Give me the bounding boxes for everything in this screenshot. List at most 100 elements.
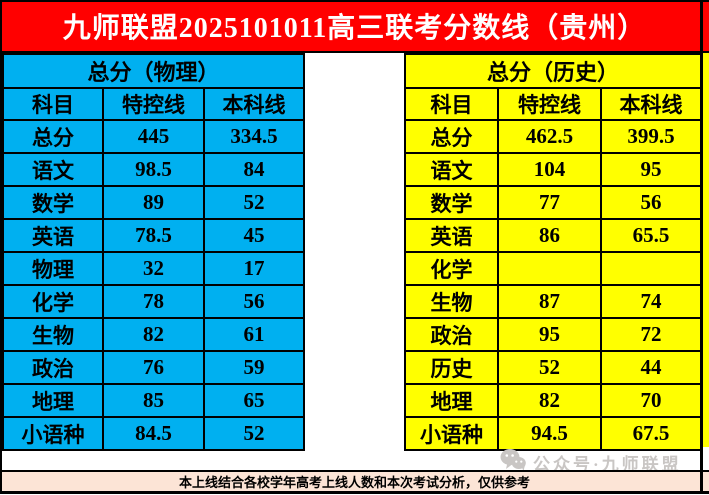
right-edge-strip [703,53,709,447]
subject-cell: 化学 [404,251,499,286]
tekong-cell: 98.5 [102,152,205,187]
subject-cell: 英语 [404,218,499,253]
tekong-cell: 87 [497,284,602,319]
tekong-cell: 104 [497,152,602,187]
benke-cell: 70 [600,383,702,418]
tekong-cell: 76 [102,350,205,385]
table-row: 物理 32 17 [2,251,305,286]
subject-cell: 历史 [404,350,499,385]
subject-cell: 政治 [2,350,104,385]
tekong-cell [497,251,602,286]
table-row: 地理 85 65 [2,383,305,418]
tekong-cell: 94.5 [497,416,602,451]
tekong-cell: 84.5 [102,416,205,451]
tekong-cell: 32 [102,251,205,286]
benke-cell: 67.5 [600,416,702,451]
benke-cell [600,251,702,286]
benke-cell: 84 [203,152,305,187]
tekong-cell: 82 [102,317,205,352]
tekong-cell: 86 [497,218,602,253]
benke-cell: 74 [600,284,702,319]
tekong-cell: 78 [102,284,205,319]
physics-table-title: 总分（物理） [2,53,305,89]
title-underline [0,51,709,53]
history-header-row: 科目 特控线 本科线 [404,87,702,121]
benke-header: 本科线 [600,87,702,121]
benke-cell: 334.5 [203,119,305,154]
table-row: 小语种 84.5 52 [2,416,305,451]
table-row: 英语 78.5 45 [2,218,305,253]
tekong-cell: 85 [102,383,205,418]
outer-border-bottom [0,491,709,494]
table-row: 数学 89 52 [2,185,305,220]
page-title: 九师联盟2025101011高三联考分数线（贵州） [62,12,647,44]
table-row: 历史 52 44 [404,350,702,385]
table-row: 总分 445 334.5 [2,119,305,154]
benke-cell: 56 [600,185,702,220]
subject-cell: 生物 [404,284,499,319]
benke-cell: 52 [203,185,305,220]
table-row: 生物 82 61 [2,317,305,352]
subject-cell: 化学 [2,284,104,319]
watermark: 公众号·九师联盟 [500,448,700,477]
subject-cell: 地理 [404,383,499,418]
watermark-text: 公众号·九师联盟 [533,454,682,474]
benke-header: 本科线 [203,87,305,121]
subject-cell: 数学 [2,185,104,220]
physics-table: 总分（物理） 科目 特控线 本科线 总分 445 334.5 语文 98.5 8… [2,53,305,451]
footer-note: 本上线结合各校学年高考上线人数和本次考试分析，仅供参考 [178,475,530,490]
table-row: 英语 86 65.5 [404,218,702,253]
subject-cell: 小语种 [2,416,104,451]
outer-border-right [700,0,703,491]
benke-cell: 65 [203,383,305,418]
benke-cell: 59 [203,350,305,385]
subject-cell: 政治 [404,317,499,352]
table-row: 生物 87 74 [404,284,702,319]
tekong-cell: 52 [497,350,602,385]
tekong-cell: 77 [497,185,602,220]
benke-cell: 44 [600,350,702,385]
history-table-title-row: 总分（历史） [404,53,702,89]
subject-cell: 小语种 [404,416,499,451]
benke-cell: 52 [203,416,305,451]
subject-cell: 总分 [2,119,104,154]
subject-cell: 总分 [404,119,499,154]
tekong-cell: 462.5 [497,119,602,154]
subject-cell: 数学 [404,185,499,220]
table-row: 数学 77 56 [404,185,702,220]
subject-cell: 生物 [2,317,104,352]
table-row: 小语种 94.5 67.5 [404,416,702,451]
subject-cell: 语文 [2,152,104,187]
benke-cell: 399.5 [600,119,702,154]
outer-border-top [0,0,709,2]
benke-cell: 95 [600,152,702,187]
wechat-icon [500,448,526,477]
benke-cell: 45 [203,218,305,253]
tekong-header: 特控线 [102,87,205,121]
table-row: 语文 104 95 [404,152,702,187]
subject-header: 科目 [404,87,499,121]
tekong-cell: 78.5 [102,218,205,253]
benke-cell: 65.5 [600,218,702,253]
history-table-title: 总分（历史） [404,53,702,89]
table-row: 语文 98.5 84 [2,152,305,187]
benke-cell: 17 [203,251,305,286]
outer-border-left [0,0,2,494]
table-row: 化学 78 56 [2,284,305,319]
tekong-cell: 82 [497,383,602,418]
footer-bar: 本上线结合各校学年高考上线人数和本次考试分析，仅供参考 [0,470,709,491]
tekong-cell: 445 [102,119,205,154]
title-bar: 九师联盟2025101011高三联考分数线（贵州） [0,0,709,51]
benke-cell: 72 [600,317,702,352]
physics-table-title-row: 总分（物理） [2,53,305,89]
table-row: 地理 82 70 [404,383,702,418]
history-table: 总分（历史） 科目 特控线 本科线 总分 462.5 399.5 语文 104 … [404,53,702,451]
benke-cell: 61 [203,317,305,352]
tekong-cell: 89 [102,185,205,220]
benke-cell: 56 [203,284,305,319]
tekong-cell: 95 [497,317,602,352]
subject-cell: 语文 [404,152,499,187]
tekong-header: 特控线 [497,87,602,121]
table-row: 政治 76 59 [2,350,305,385]
